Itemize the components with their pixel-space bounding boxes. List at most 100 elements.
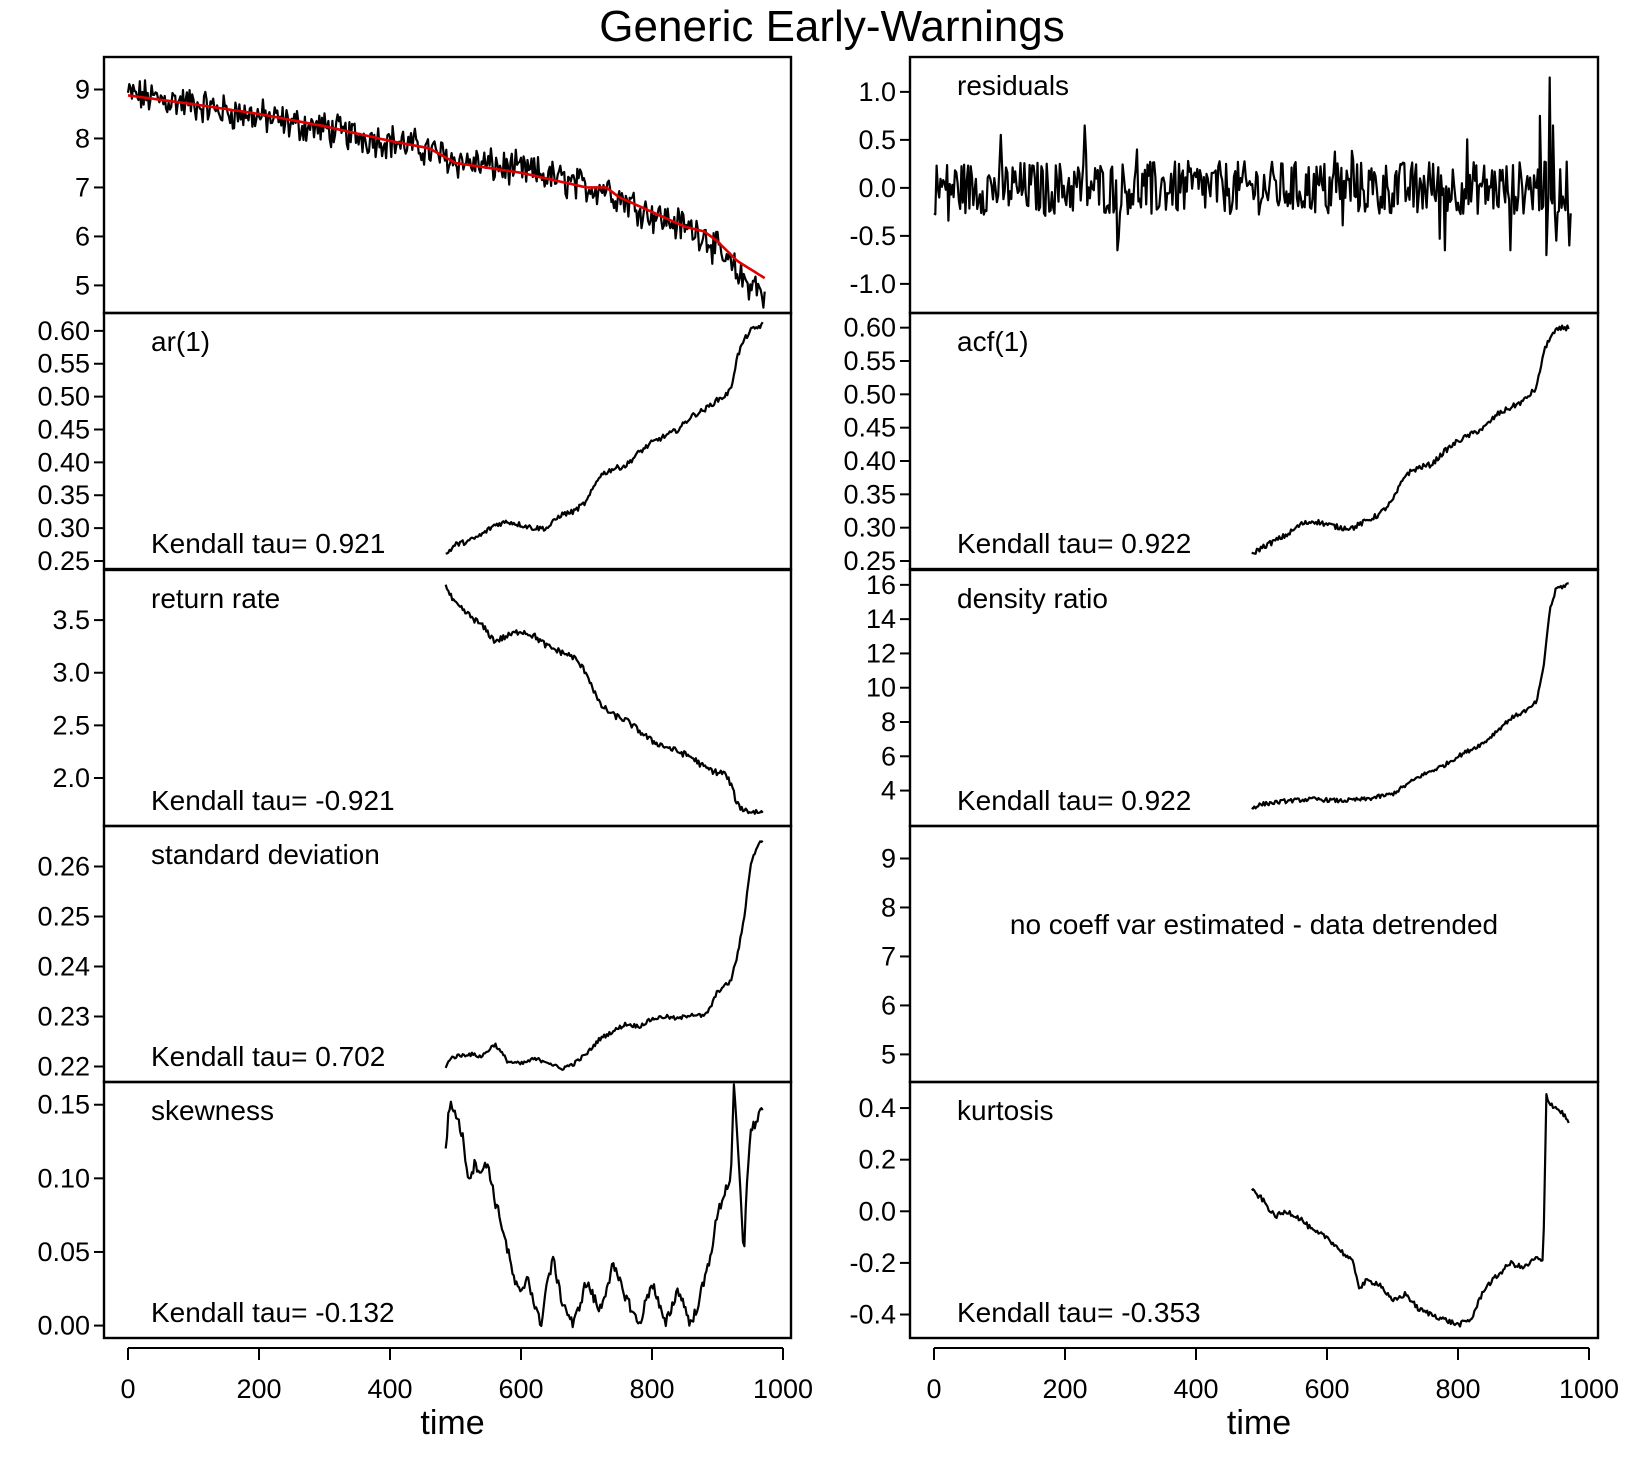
y-tick-label: 2.0 (52, 763, 90, 793)
y-tick-label: 4 (881, 776, 896, 806)
panel-residuals: -1.0 -0.5 0.0 0.5 1.0 residuals (849, 55, 1600, 315)
y-tick-label: 7 (75, 172, 90, 202)
x-tick-label: 1000 (753, 1374, 813, 1404)
panel-label: residuals (957, 70, 1069, 101)
y-tick-label: 7 (881, 941, 896, 971)
x-tick-label: 600 (498, 1374, 543, 1404)
y-tick-label: 0.25 (843, 546, 896, 576)
y-tick-label: 8 (881, 707, 896, 737)
panel-acf1: 0.250.30 0.350.400.45 0.500.550.60 acf(1) Ke… (843, 311, 1600, 576)
y-tick-label: 0.50 (843, 379, 896, 409)
y-tick-label: 0.4 (858, 1093, 896, 1123)
y-tick-label: 0.45 (843, 413, 896, 443)
y-tick-label: -1.0 (849, 269, 896, 299)
panel-kurtosis: -0.4 -0.2 0.0 0.2 0.4 kurtosis Kendall tau= -0… (849, 1080, 1619, 1442)
panel-standard-deviation: 0.22 0.23 0.24 0.25 0.26 standard deviation Ke… (37, 824, 793, 1084)
panel-label: kurtosis (957, 1095, 1053, 1126)
y-tick-label: 0.25 (37, 902, 90, 932)
y-tick-label: 0.60 (37, 316, 90, 346)
y-tick-label: 6 (881, 990, 896, 1020)
y-tick-label: 0.30 (37, 513, 90, 543)
y-tick-label: 0.0 (858, 173, 896, 203)
y-tick-label: 3.5 (52, 605, 90, 635)
y-tick-label: 8 (75, 123, 90, 153)
y-tick-label: -0.4 (849, 1300, 896, 1330)
y-tick-label: 9 (881, 843, 896, 873)
y-tick-label: 10 (866, 673, 896, 703)
y-tick-label: 5 (75, 270, 90, 300)
y-tick-label: 0.2 (858, 1145, 896, 1175)
y-tick-label: 9 (75, 74, 90, 104)
y-tick-label: 1.0 (858, 77, 896, 107)
y-tick-label: 2.5 (52, 710, 90, 740)
panel-ar1: 0.250.300.350.400.450.500.550.60 ar(1) Ken… (37, 311, 793, 576)
y-tick-label: 0.45 (37, 414, 90, 444)
panel-frame (102, 55, 793, 315)
y-tick-label: 8 (881, 892, 896, 922)
panel-label: standard deviation (151, 839, 380, 870)
y-tick-label: 0.23 (37, 1002, 90, 1032)
y-tick-label: 5 (881, 1039, 896, 1069)
x-tick-label: 800 (629, 1374, 674, 1404)
x-tick-label: 400 (367, 1374, 412, 1404)
panel-frame (102, 1080, 793, 1340)
kendall-tau-label: Kendall tau= -0.132 (151, 1297, 395, 1328)
series-line-acf1 (1251, 324, 1570, 555)
x-tick-label: 200 (236, 1374, 281, 1404)
panel-label: acf(1) (957, 326, 1029, 357)
series-line-kurtosis (1250, 1093, 1570, 1328)
series-line-ar1 (445, 321, 764, 555)
panel-label: skewness (151, 1095, 274, 1126)
x-axis-title: time (420, 1404, 484, 1442)
series-line-residuals (933, 76, 1572, 257)
kendall-tau-label: Kendall tau= 0.922 (957, 528, 1191, 559)
panel-label: return rate (151, 583, 280, 614)
x-tick-label: 600 (1304, 1374, 1349, 1404)
y-tick-label: 0.10 (37, 1163, 90, 1193)
kendall-tau-label: Kendall tau= -0.353 (957, 1297, 1201, 1328)
panel-note: no coeff var estimated - data detrended (1010, 909, 1498, 940)
y-tick-label: 14 (866, 604, 896, 634)
y-tick-label: 0.22 (37, 1052, 90, 1082)
y-tick-label: 0.60 (843, 313, 896, 343)
panel-data: 5 6 7 8 9 (75, 55, 793, 315)
series-line-density-ratio (1251, 582, 1569, 810)
y-tick-label: 0.40 (843, 446, 896, 476)
y-tick-label: 0.15 (37, 1090, 90, 1120)
kendall-tau-label: Kendall tau= 0.921 (151, 528, 385, 559)
panel-label: ar(1) (151, 326, 210, 357)
panel-frame (908, 1080, 1600, 1340)
y-tick-label: 0.40 (37, 447, 90, 477)
series-line-return-rate (444, 584, 764, 815)
x-axis-title: time (1227, 1404, 1291, 1442)
series-line-skewness (444, 1083, 764, 1329)
x-tick-label: 800 (1435, 1374, 1480, 1404)
panel-label: density ratio (957, 583, 1108, 614)
series-line-standard-deviation (444, 839, 764, 1071)
y-tick-label: 0.05 (37, 1237, 90, 1267)
x-tick-label: 0 (120, 1374, 135, 1404)
y-tick-label: 0.5 (858, 125, 896, 155)
y-tick-label: 6 (881, 741, 896, 771)
panel-skewness: 0.00 0.05 0.10 0.15 skewness Kendall tau= -0.… (37, 1080, 813, 1442)
y-tick-label: 0.0 (858, 1196, 896, 1226)
y-tick-label: 0.55 (843, 346, 896, 376)
trend-line-data (127, 94, 766, 280)
y-tick-label: -0.2 (849, 1248, 896, 1278)
y-tick-label: 0.35 (37, 480, 90, 510)
y-tick-label: -0.5 (849, 221, 896, 251)
series-line-data (126, 79, 766, 309)
y-tick-label: 6 (75, 221, 90, 251)
y-tick-label: 16 (866, 570, 896, 600)
y-tick-label: 3.0 (52, 658, 90, 688)
panel-density-ratio: 4 6 8 10 12 14 16 density ratio Kendall tau= 0.9… (866, 568, 1600, 828)
x-tick-label: 1000 (1559, 1374, 1619, 1404)
y-tick-label: 0.35 (843, 479, 896, 509)
kendall-tau-label: Kendall tau= -0.921 (151, 785, 395, 816)
y-tick-label: 0.00 (37, 1311, 90, 1341)
y-tick-label: 0.26 (37, 852, 90, 882)
panel-coeff-var: 5 6 7 8 9 no coeff var estimated - data detre… (881, 824, 1600, 1084)
